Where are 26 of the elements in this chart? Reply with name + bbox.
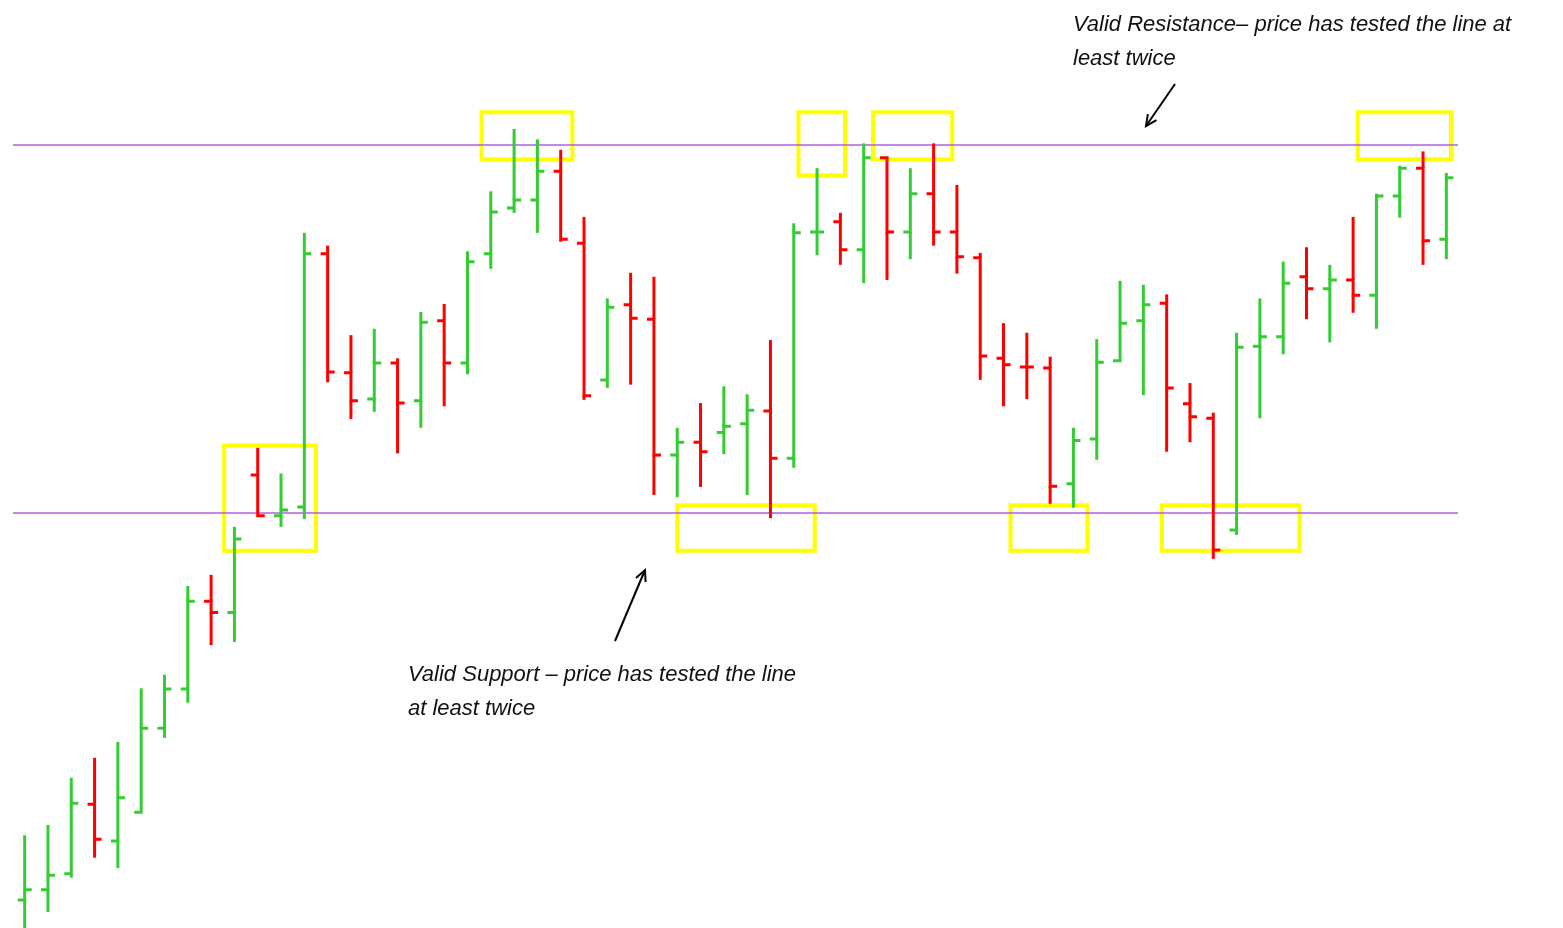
candlestick	[1159, 294, 1174, 452]
candlestick	[903, 168, 918, 261]
text: Valid Resistance– price has tested the line at least twice	[1073, 10, 1518, 70]
candlestick	[64, 776, 79, 878]
candlestick	[530, 139, 545, 233]
candlestick	[1276, 261, 1291, 355]
annotation: Valid Support – price has tested the line at least twice	[408, 660, 803, 720]
candlestick	[926, 143, 941, 246]
candlestick	[483, 191, 498, 269]
candlestick	[110, 740, 125, 870]
candlestick	[646, 275, 661, 495]
candlestick	[157, 674, 172, 738]
candlestick	[1416, 151, 1431, 265]
candlestick	[763, 338, 778, 520]
candlestick	[87, 756, 102, 858]
candlestick	[553, 148, 568, 242]
candlestick	[600, 298, 615, 388]
candlestick	[1229, 332, 1244, 535]
candlestick	[437, 303, 452, 407]
candlestick	[180, 586, 195, 703]
candlestick	[856, 143, 871, 285]
candlestick	[1089, 339, 1104, 460]
candlestick	[367, 328, 382, 412]
candlestick	[343, 335, 358, 421]
candlestick	[297, 231, 312, 519]
candlestick	[577, 215, 592, 400]
